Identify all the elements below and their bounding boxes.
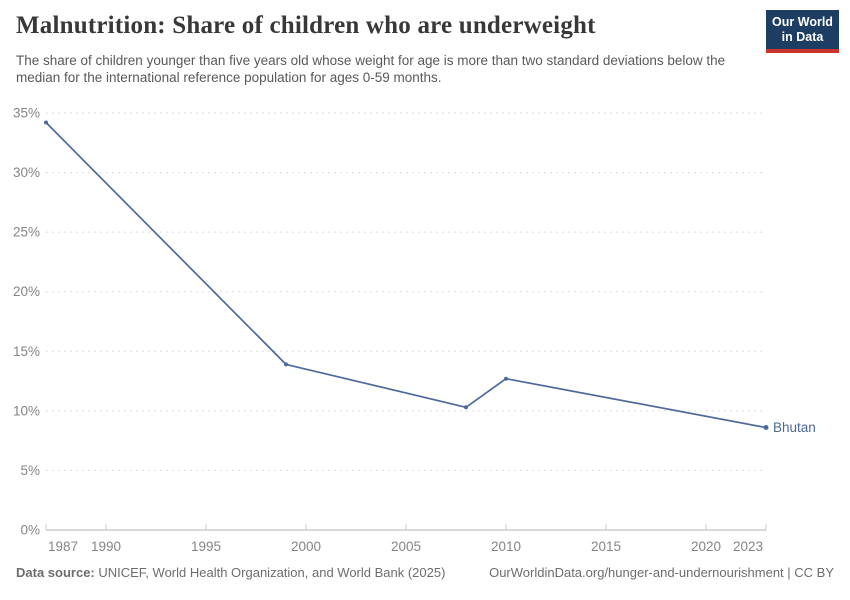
data-line-bhutan	[45, 121, 767, 429]
chart-footer: Data source: UNICEF, World Health Organi…	[16, 565, 834, 580]
data-source-label: Data source:	[16, 565, 95, 580]
owid-logo[interactable]: Our World in Data	[766, 10, 839, 53]
x-tick-label: 1995	[191, 539, 221, 554]
owid-logo-line1: Our World	[772, 15, 833, 29]
x-tick-label: 2015	[591, 539, 621, 554]
data-point[interactable]	[284, 362, 288, 367]
x-tick-label: 2023	[733, 539, 763, 554]
data-source-text: UNICEF, World Health Organization, and W…	[94, 565, 446, 580]
y-tick-label: 25%	[13, 225, 40, 240]
data-source: Data source: UNICEF, World Health Organi…	[16, 565, 445, 580]
x-tick-label: 2020	[691, 539, 721, 554]
data-point[interactable]	[763, 425, 769, 431]
x-tick-label: 2005	[391, 539, 421, 554]
footer-link[interactable]: OurWorldinData.org/hunger-and-undernouri…	[489, 565, 834, 580]
y-tick-label: 0%	[20, 523, 40, 538]
x-tick-label: 1987	[48, 539, 78, 554]
line-chart: 0% 5% 10% 15% 20% 25% 30% 35% 1987 1990 1995 2000 20…	[13, 106, 816, 555]
chart-subtitle: The share of children younger than five …	[16, 53, 726, 86]
owid-logo-line2: in Data	[781, 29, 824, 44]
y-tick-label: 5%	[20, 463, 40, 478]
x-tick-label: 2000	[291, 539, 321, 554]
y-tick-label: 20%	[13, 284, 40, 299]
series-label-bhutan: Bhutan	[773, 420, 816, 435]
y-tick-label: 35%	[13, 106, 40, 121]
x-tick-label: 2010	[491, 539, 521, 554]
data-point[interactable]	[44, 120, 48, 125]
data-point[interactable]	[504, 376, 508, 381]
page-title: Malnutrition: Share of children who are …	[16, 12, 596, 39]
data-point[interactable]	[464, 405, 468, 410]
y-tick-label: 30%	[13, 165, 40, 180]
y-tick-label: 15%	[13, 344, 40, 359]
x-tick-label: 1990	[91, 539, 121, 554]
y-tick-label: 10%	[13, 403, 40, 418]
